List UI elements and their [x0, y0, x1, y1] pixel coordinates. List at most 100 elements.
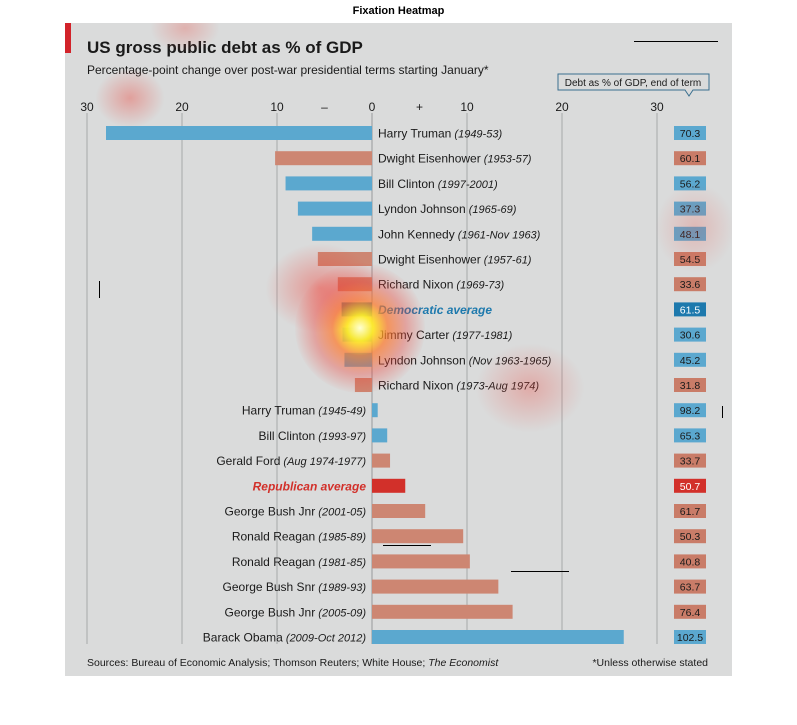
row-label: Harry Truman (1945-49)	[242, 404, 366, 418]
bar	[372, 579, 499, 594]
bar	[372, 630, 624, 644]
row-label: Lyndon Johnson (Nov 1963-1965)	[378, 353, 552, 367]
row-label: Harry Truman (1949-53)	[378, 127, 502, 141]
president-name: Bill Clinton	[259, 429, 316, 443]
end-debt-box	[674, 428, 706, 443]
row-label: Richard Nixon (1973-Aug 1974)	[378, 379, 539, 393]
end-debt-value: 45.2	[680, 355, 701, 367]
figure-title: Fixation Heatmap	[352, 5, 445, 17]
bar	[372, 403, 378, 418]
president-name: Richard Nixon	[378, 278, 453, 292]
term-years: (1953-57)	[481, 154, 532, 166]
end-debt-box	[674, 504, 706, 518]
term-years: (1969-73)	[453, 280, 504, 292]
bar	[106, 126, 372, 140]
tick-label: 30	[650, 100, 664, 114]
end-debt-value: 50.3	[680, 531, 701, 543]
president-name: Bill Clinton	[378, 177, 435, 191]
gaze-stroke-4	[383, 545, 431, 546]
chart-title: US gross public debt as % of GDP	[87, 38, 363, 57]
end-debt-value: 61.7	[680, 506, 701, 518]
tick-label: 30	[80, 100, 94, 114]
footnote: *Unless otherwise stated	[592, 657, 708, 669]
row-label: Lyndon Johnson (1965-69)	[378, 202, 517, 216]
end-debt-value: 33.6	[680, 279, 701, 291]
chart-subtitle: Percentage-point change over post-war pr…	[87, 63, 489, 77]
president-name: Democratic average	[378, 303, 492, 317]
president-name: Jimmy Carter	[378, 328, 449, 342]
gaze-stroke-1	[634, 41, 718, 42]
term-years: (1997-2001)	[435, 179, 498, 191]
president-name: Lyndon Johnson	[378, 202, 466, 216]
accent-bar	[65, 23, 71, 53]
term-years: (1977-1981)	[449, 330, 512, 342]
end-debt-box	[674, 604, 706, 619]
row-label: Gerald Ford (Aug 1974-1977)	[216, 454, 366, 468]
bar	[372, 453, 391, 468]
end-debt-value: 37.3	[680, 204, 701, 216]
end-debt-box	[674, 453, 706, 468]
end-debt-value: 76.4	[680, 607, 701, 619]
sources-text: Sources: Bureau of Economic Analysis; Th…	[87, 657, 428, 669]
tick-label: 0	[369, 100, 376, 114]
end-debt-box	[674, 252, 706, 266]
end-debt-value: 33.7	[680, 456, 701, 468]
end-debt-value: 61.5	[680, 304, 701, 316]
president-name: John Kennedy	[378, 227, 455, 241]
gaze-stroke-5	[511, 571, 569, 572]
end-debt-value: 70.3	[680, 128, 701, 140]
bar	[372, 504, 426, 518]
row-label: Jimmy Carter (1977-1981)	[378, 328, 513, 342]
end-debt-value: 50.7	[680, 481, 701, 493]
end-debt-value: 98.2	[680, 405, 701, 417]
axis-ticks: 30 20 10 – 0 +10 20 30	[80, 100, 664, 114]
president-name: Republican average	[253, 479, 367, 493]
end-debt-box	[674, 630, 706, 644]
end-debt-box	[674, 151, 706, 166]
president-name: Dwight Eisenhower	[378, 253, 481, 267]
end-debt-value: 54.5	[680, 254, 701, 266]
president-name: Harry Truman	[378, 127, 451, 141]
tick-label: –	[321, 100, 328, 114]
row-label: George Bush Snr (1989-93)	[223, 580, 367, 594]
end-debt-value: 48.1	[680, 229, 701, 241]
end-of-term-header-box	[557, 73, 710, 97]
bar	[297, 201, 372, 216]
row-label: Ronald Reagan (1985-89)	[232, 530, 366, 544]
term-years: (1981-85)	[315, 557, 366, 569]
tick-label: 20	[555, 100, 569, 114]
sources-note: Sources: Bureau of Economic Analysis; Th…	[87, 657, 499, 669]
end-debt-value: 31.8	[680, 380, 701, 392]
tick-label: +	[416, 100, 423, 114]
end-debt-box	[674, 277, 706, 292]
end-debt-box	[674, 176, 706, 191]
end-debt-value: 65.3	[680, 430, 701, 442]
end-debt-value: 40.8	[680, 556, 701, 568]
gaze-stroke-2	[99, 281, 100, 298]
end-debt-box	[674, 126, 706, 140]
row-label: Bill Clinton (1993-97)	[259, 429, 367, 443]
term-years: (1961-Nov 1963)	[455, 229, 541, 241]
end-debt-value: 30.6	[680, 330, 701, 342]
bar	[344, 352, 372, 367]
bar	[341, 302, 372, 317]
president-name: George Bush Jnr	[225, 605, 316, 619]
bar	[312, 226, 372, 241]
end-of-term-values: 70.3 60.1 56.2 37.3 48.1 54.5 33.6 61.5 30.6 45.2…	[674, 126, 706, 644]
end-debt-box	[674, 327, 706, 342]
bar	[372, 554, 470, 569]
end-debt-box	[674, 554, 706, 569]
row-label: George Bush Jnr (2005-09)	[225, 605, 367, 619]
president-name: Harry Truman	[242, 404, 315, 418]
president-name: George Bush Snr	[223, 580, 316, 594]
term-years: (2001-05)	[315, 507, 366, 519]
president-name: Ronald Reagan	[232, 555, 315, 569]
end-debt-box	[674, 302, 706, 317]
president-name: Barack Obama	[203, 631, 283, 645]
row-label: Bill Clinton (1997-2001)	[378, 177, 498, 191]
chart-area: US gross public debt as % of GDP Percent…	[65, 23, 732, 676]
end-debt-box	[674, 403, 706, 418]
term-years: (1989-93)	[315, 582, 366, 594]
president-name: George Bush Jnr	[225, 505, 316, 519]
president-name: Gerald Ford	[216, 454, 280, 468]
